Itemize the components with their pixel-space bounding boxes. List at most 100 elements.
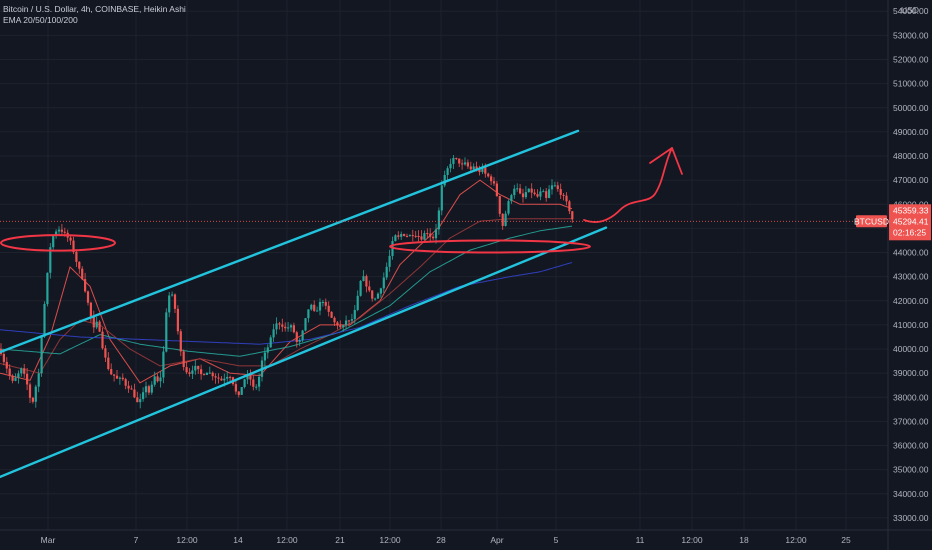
candle-body xyxy=(84,279,87,292)
candle-body xyxy=(81,268,84,280)
price-tick-label: 53000.00 xyxy=(893,30,929,40)
candle-body xyxy=(321,301,324,303)
candle-body xyxy=(316,310,319,312)
price-tick-label: 35000.00 xyxy=(893,465,929,475)
candle-body xyxy=(492,181,496,184)
price-axis[interactable]: 33000.00 34000.00 35000.00 36000.00 37000.00… xyxy=(893,5,929,523)
candle-body xyxy=(217,377,220,379)
candle-body xyxy=(20,368,23,374)
candle-body xyxy=(165,312,168,352)
candle-body xyxy=(571,211,574,220)
resistance-ellipse xyxy=(0,234,116,252)
candle-body xyxy=(565,195,568,202)
candle-body xyxy=(330,311,333,318)
candle-body xyxy=(202,374,206,376)
price-tick-label: 47000.00 xyxy=(893,175,929,185)
time-tick-label: 12:00 xyxy=(276,535,298,545)
candle-body xyxy=(31,397,34,402)
candle-body xyxy=(356,295,359,310)
candle-body xyxy=(458,158,461,164)
symbol-title[interactable]: Bitcoin / U.S. Dollar, 4h, COINBASE, Hei… xyxy=(3,4,186,14)
candle-body xyxy=(252,379,255,387)
candle-body xyxy=(142,392,145,400)
candle-body xyxy=(437,210,440,230)
chart-legend: Bitcoin / U.S. Dollar, 4h, COINBASE, Hei… xyxy=(3,4,186,26)
candle-body xyxy=(542,191,545,193)
candle-body xyxy=(432,236,435,239)
candle-body xyxy=(63,231,66,233)
candle-body xyxy=(414,235,417,237)
price-tick-label: 49000.00 xyxy=(893,127,929,137)
candle-body xyxy=(292,325,295,333)
price-tick-label: 50000.00 xyxy=(893,103,929,113)
price-tick-label: 36000.00 xyxy=(893,441,929,451)
candle-body xyxy=(205,372,208,375)
candle-body xyxy=(559,189,562,195)
candle-body xyxy=(182,351,185,368)
candle-body xyxy=(289,325,293,328)
candle-body xyxy=(34,386,37,402)
candle-body xyxy=(275,323,278,330)
candle-body xyxy=(75,251,78,262)
candle-body xyxy=(423,233,426,240)
candle-body xyxy=(28,384,32,398)
candle-body xyxy=(365,276,368,287)
candle-body xyxy=(548,189,551,198)
candle-body xyxy=(504,213,507,226)
time-tick-label: 12:00 xyxy=(379,535,401,545)
candle-body xyxy=(173,294,177,309)
candle-body xyxy=(324,301,327,306)
time-tick-label: 11 xyxy=(636,535,645,545)
candle-body xyxy=(304,318,307,331)
candle-body xyxy=(281,324,284,327)
candle-body xyxy=(98,321,101,332)
projection-arrow xyxy=(583,147,673,223)
candle-body xyxy=(179,331,182,352)
candle-body xyxy=(461,163,464,165)
candle-body xyxy=(46,272,49,305)
candle-body xyxy=(139,399,142,403)
candle-body xyxy=(191,370,194,374)
candle-body xyxy=(568,201,571,212)
candle-body xyxy=(388,255,391,267)
candle-body xyxy=(484,167,487,174)
candle-body xyxy=(310,304,313,310)
candle-body xyxy=(403,234,406,236)
time-axis[interactable]: Mar 7 12:00 14 12:00 21 12:00 28 Apr 5 11 12:00 18 12… xyxy=(41,535,851,545)
candle-body xyxy=(298,340,301,342)
candle-body xyxy=(429,233,432,237)
candle-body xyxy=(197,365,200,370)
time-tick-label: 12:00 xyxy=(681,535,703,545)
price-tick-label: 43000.00 xyxy=(893,272,929,282)
candle-body xyxy=(339,325,342,328)
indicator-label[interactable]: EMA 20/50/100/200 xyxy=(3,15,78,25)
candle-body xyxy=(37,373,40,387)
candle-body xyxy=(86,291,90,303)
time-tick-label: Mar xyxy=(41,535,56,545)
candle-body xyxy=(411,235,414,237)
candle-body xyxy=(144,386,148,393)
time-tick-label: 5 xyxy=(554,535,559,545)
price-tick-label: 48000.00 xyxy=(893,151,929,161)
candle-body xyxy=(246,374,249,380)
channel-upper xyxy=(0,129,580,354)
candle-body xyxy=(211,372,214,377)
price-tick-label: 33000.00 xyxy=(893,513,929,523)
price-tick-label: 40000.00 xyxy=(893,344,929,354)
candle-body xyxy=(130,388,133,390)
time-tick-label: 28 xyxy=(436,535,446,545)
candle-body xyxy=(513,188,516,196)
candle-body xyxy=(162,351,165,378)
candle-body xyxy=(11,375,14,381)
candle-body xyxy=(368,286,371,291)
candle-body xyxy=(156,376,159,382)
time-tick-label: Apr xyxy=(490,535,503,545)
candle-body xyxy=(498,196,501,214)
candle-body xyxy=(118,377,121,379)
candle-body xyxy=(545,191,548,198)
time-tick-label: 14 xyxy=(233,535,243,545)
candle-body xyxy=(530,188,533,193)
candles xyxy=(0,154,574,409)
time-tick-label: 7 xyxy=(134,535,139,545)
